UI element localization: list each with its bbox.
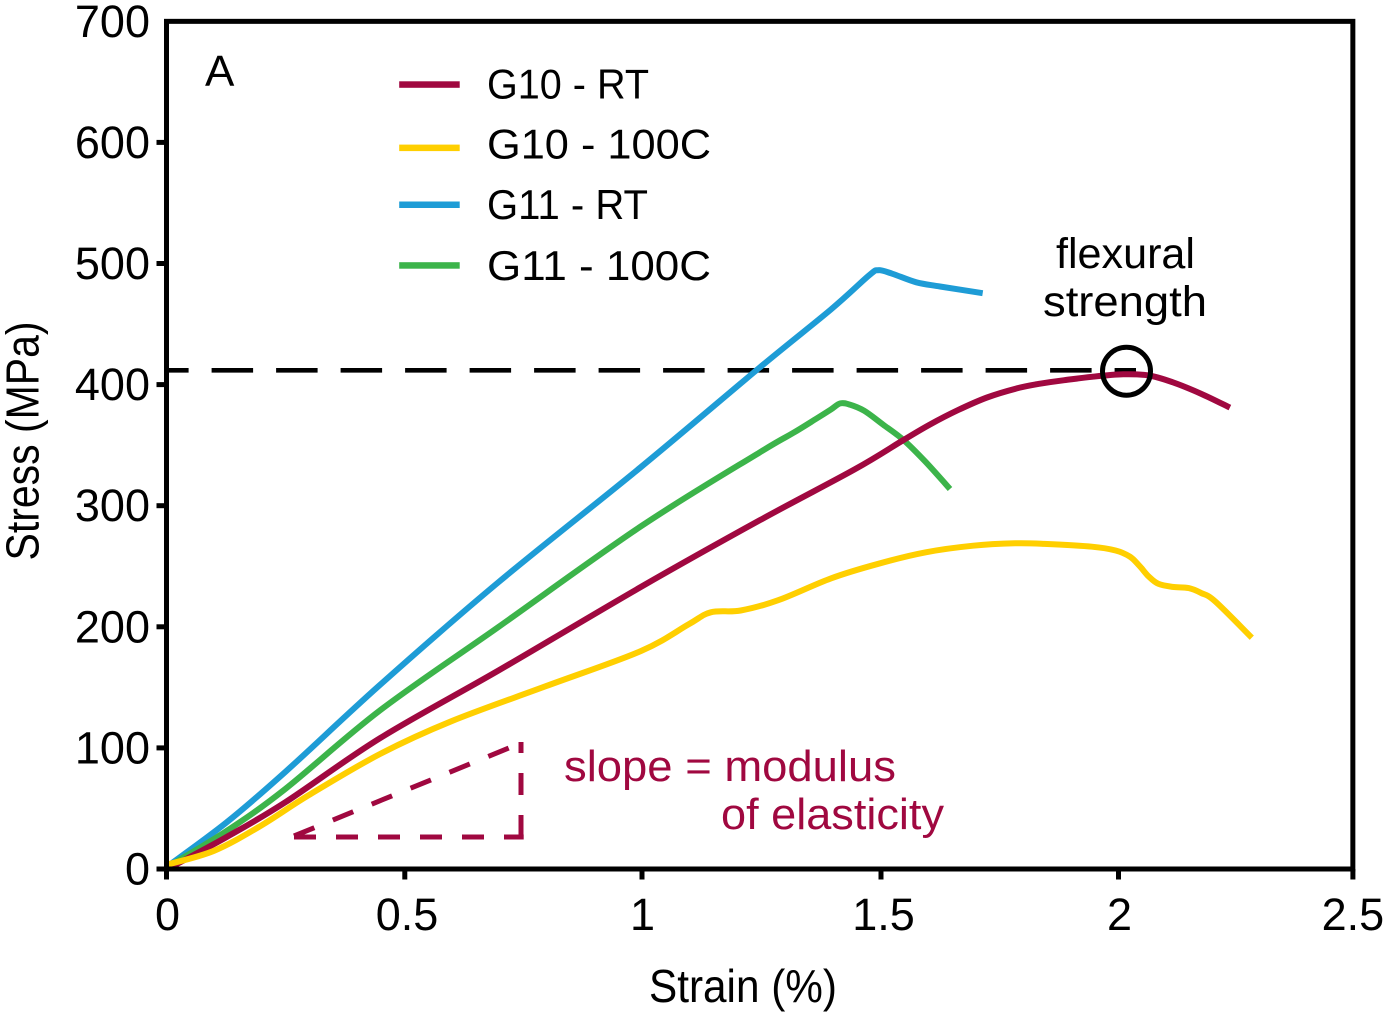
svg-text:G11 - 100C: G11 - 100C [487,242,711,289]
svg-text:2: 2 [1107,889,1132,940]
svg-text:strength: strength [1043,278,1207,326]
svg-text:700: 700 [75,0,150,47]
svg-text:400: 400 [75,359,150,410]
svg-text:200: 200 [75,601,150,652]
svg-text:A: A [205,47,235,96]
svg-text:slope = modulus: slope = modulus [564,742,896,791]
svg-text:Stress (MPa): Stress (MPa) [0,322,49,561]
svg-text:G11 - RT: G11 - RT [487,181,648,228]
svg-text:0: 0 [125,844,150,895]
svg-text:300: 300 [75,480,150,531]
svg-text:Strain (%): Strain (%) [649,960,837,1012]
svg-text:0: 0 [155,889,180,940]
svg-text:2.5: 2.5 [1322,889,1383,940]
svg-text:of elasticity: of elasticity [721,790,944,839]
svg-text:1: 1 [630,889,655,940]
svg-text:flexural: flexural [1056,230,1195,278]
svg-text:100: 100 [75,722,150,773]
svg-text:500: 500 [75,238,150,289]
svg-text:600: 600 [75,117,150,168]
svg-text:G10 - RT: G10 - RT [487,61,649,108]
svg-text:1.5: 1.5 [852,889,915,940]
svg-text:0.5: 0.5 [376,889,439,940]
svg-text:G10 - 100C: G10 - 100C [487,120,711,167]
